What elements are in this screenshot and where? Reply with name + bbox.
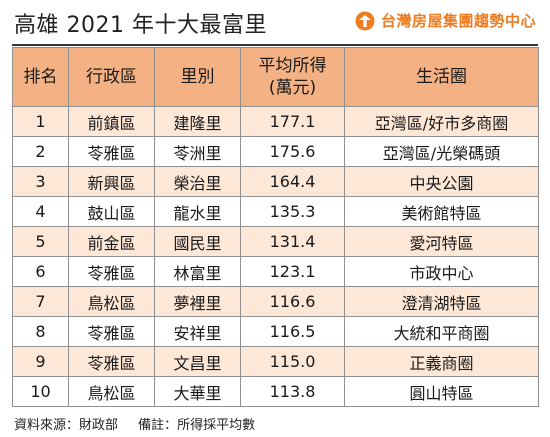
rank-cell: 7 <box>12 286 69 317</box>
source-note: 資料來源：財政部 <box>14 418 119 433</box>
income-cell: 123.1 <box>240 256 345 287</box>
table-body: 1 前鎮區 建隆里 177.1 亞灣區/好市多商圈 2 苓雅區 苓洲里 175.6 亞灣區/光榮碼… <box>12 106 539 407</box>
district-cell: 苓雅區 <box>68 256 155 287</box>
table-row: 6 苓雅區 林富里 123.1 市政中心 <box>12 256 539 287</box>
rank-cell: 9 <box>12 346 69 377</box>
district-cell: 苓雅區 <box>68 136 155 167</box>
table-row: 7 鳥松區 夢裡里 116.6 澄清湖特區 <box>12 286 539 317</box>
area-cell: 亞灣區/光榮碼頭 <box>344 136 539 167</box>
area-cell: 亞灣區/好市多商圈 <box>344 106 539 137</box>
income-cell: 113.8 <box>240 376 345 407</box>
village-cell: 文昌里 <box>154 346 241 377</box>
page-title: 高雄 2021 年十大最富里 <box>14 13 267 38</box>
income-cell: 131.4 <box>240 226 345 257</box>
table-row: 10 鳥松區 大華里 113.8 圓山特區 <box>12 376 539 407</box>
income-cell: 164.4 <box>240 166 345 197</box>
income-cell: 115.0 <box>240 346 345 377</box>
footnote: 資料來源：財政部 備註：所得採平均數 <box>14 414 255 433</box>
income-header-label: 平均所得 (萬元) <box>258 56 327 98</box>
house-logo-icon <box>355 11 375 30</box>
district-cell: 鳥松區 <box>68 376 155 407</box>
area-cell: 美術館特區 <box>344 196 539 227</box>
table-row: 3 新興區 榮治里 164.4 中央公園 <box>12 166 539 197</box>
column-header-district: 行政區 <box>68 47 155 107</box>
area-cell: 市政中心 <box>344 256 539 287</box>
village-cell: 林富里 <box>154 256 241 287</box>
table-row: 4 鼓山區 龍水里 135.3 美術館特區 <box>12 196 539 227</box>
ranking-table: 排名 行政區 里別 平均所得 (萬元) 生活圈 1 前鎮區 建隆里 177.1 亞灣區/… <box>12 47 539 407</box>
brand-logo: 台灣房屋集團趨勢中心 <box>355 10 536 31</box>
area-cell: 圓山特區 <box>344 376 539 407</box>
rank-cell: 3 <box>12 166 69 197</box>
rank-cell: 1 <box>12 106 69 137</box>
rank-cell: 8 <box>12 316 69 347</box>
rank-cell: 10 <box>12 376 69 407</box>
table-header-row: 排名 行政區 里別 平均所得 (萬元) 生活圈 <box>12 47 539 107</box>
income-cell: 175.6 <box>240 136 345 167</box>
rank-cell: 4 <box>12 196 69 227</box>
area-cell: 正義商圈 <box>344 346 539 377</box>
rank-cell: 6 <box>12 256 69 287</box>
rank-cell: 2 <box>12 136 69 167</box>
table-row: 8 苓雅區 安祥里 116.5 大統和平商圈 <box>12 316 539 347</box>
area-cell: 愛河特區 <box>344 226 539 257</box>
village-cell: 安祥里 <box>154 316 241 347</box>
village-cell: 夢裡里 <box>154 286 241 317</box>
district-cell: 前金區 <box>68 226 155 257</box>
village-cell: 苓洲里 <box>154 136 241 167</box>
page-header: 高雄 2021 年十大最富里 台灣房屋集團趨勢中心 <box>0 0 550 42</box>
district-cell: 前鎮區 <box>68 106 155 137</box>
table-row: 9 苓雅區 文昌里 115.0 正義商圈 <box>12 346 539 377</box>
village-cell: 榮治里 <box>154 166 241 197</box>
area-cell: 大統和平商圈 <box>344 316 539 347</box>
income-cell: 116.5 <box>240 316 345 347</box>
income-cell: 135.3 <box>240 196 345 227</box>
column-header-rank: 排名 <box>12 47 69 107</box>
brand-name: 台灣房屋集團趨勢中心 <box>380 12 536 30</box>
area-cell: 中央公園 <box>344 166 539 197</box>
district-cell: 鼓山區 <box>68 196 155 227</box>
village-cell: 國民里 <box>154 226 241 257</box>
village-cell: 建隆里 <box>154 106 241 137</box>
district-cell: 苓雅區 <box>68 346 155 377</box>
district-cell: 新興區 <box>68 166 155 197</box>
district-cell: 鳥松區 <box>68 286 155 317</box>
district-cell: 苓雅區 <box>68 316 155 347</box>
column-header-income: 平均所得 (萬元) <box>240 47 345 107</box>
table-row: 5 前金區 國民里 131.4 愛河特區 <box>12 226 539 257</box>
income-cell: 116.6 <box>240 286 345 317</box>
village-cell: 大華里 <box>154 376 241 407</box>
table-row: 2 苓雅區 苓洲里 175.6 亞灣區/光榮碼頭 <box>12 136 539 167</box>
income-cell: 177.1 <box>240 106 345 137</box>
village-cell: 龍水里 <box>154 196 241 227</box>
table-row: 1 前鎮區 建隆里 177.1 亞灣區/好市多商圈 <box>12 106 539 137</box>
remark-note: 備註：所得採平均數 <box>138 418 256 433</box>
column-header-village: 里別 <box>154 47 241 107</box>
column-header-area: 生活圈 <box>344 47 539 107</box>
title-divider <box>12 44 538 46</box>
rank-cell: 5 <box>12 226 69 257</box>
area-cell: 澄清湖特區 <box>344 286 539 317</box>
